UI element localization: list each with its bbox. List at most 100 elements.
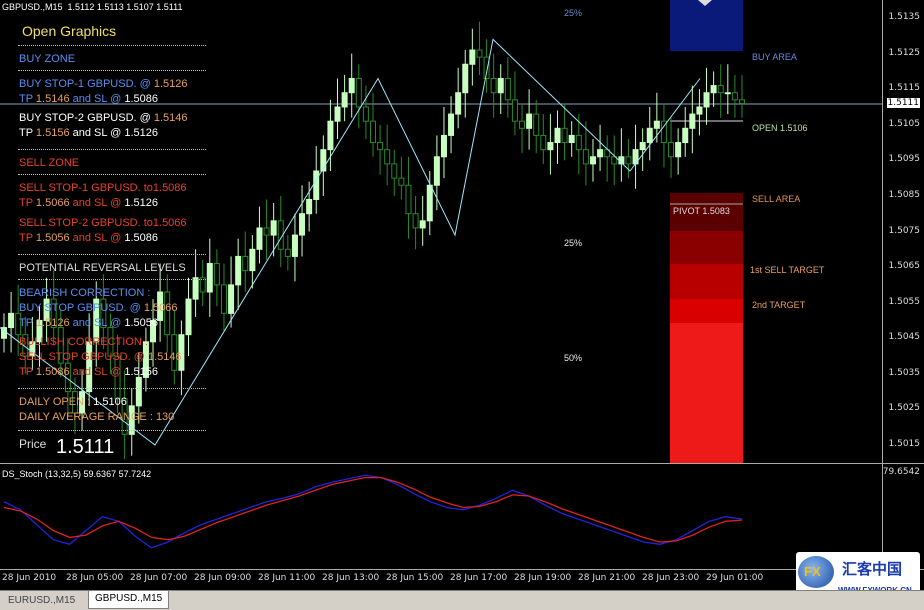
candle-body [327,120,334,151]
candle-body [235,255,242,286]
buy-stop-2-tp-sl: TP 1.5156 and SL @ 1.5126 [19,127,159,139]
candle-body [398,177,405,186]
candle-body [611,156,618,165]
candle-body [213,263,220,286]
info-title: Open Graphics [22,23,117,39]
candle-body [93,298,100,343]
price-tick-label: 1.5111 [886,98,920,109]
bearish-buy-stop: BUY STOP GBPUSD. @ 1.5066 [19,302,178,314]
tab-gbpusd[interactable]: GBPUSD.,M15 [88,591,170,609]
candle-body [36,319,43,343]
ohlc-values: 1.5112 1.5113 1.5107 1.5111 [67,2,183,12]
buy-area-arrow [698,0,712,6]
candle-body [554,127,561,144]
candle-body [561,127,568,144]
candle-body [242,255,249,272]
candle-body [313,170,320,200]
candle-body [306,198,313,215]
candle-body [639,142,646,151]
price-tick-label: 1.5025 [888,403,921,414]
candle-body [100,298,107,329]
time-tick-label: 28 Jun 09:00 [194,573,252,583]
time-tick-label: 28 Jun 15:00 [386,573,444,583]
candle-body [675,142,682,158]
candle-body [575,134,582,151]
sell-zone-label: SELL ZONE [19,157,80,169]
divider [18,279,206,280]
buy-stop-1-tp-sl: TP 1.5146 and SL @ 1.5086 [19,93,159,105]
time-tick-label: 28 Jun 11:00 [258,573,316,583]
candle-body [384,149,391,165]
candle-body [341,92,348,108]
price-tick-label: 1.5075 [888,225,921,236]
first-sell-target-label: 1st SELL TARGET [750,265,825,275]
pivot-label: PIVOT 1.5083 [673,206,730,216]
candle-body [696,106,703,115]
candle-body [114,355,121,400]
reversal-levels-label: POTENTIAL REVERSAL LEVELS [19,262,186,274]
time-tick-label: 28 Jun 07:00 [130,573,188,583]
candle-body [731,92,738,101]
candle-body [79,391,86,414]
candle-body [121,398,128,435]
candle-body [377,142,384,151]
price-chart[interactable] [0,0,882,463]
candle-body [511,99,518,122]
candle-body [142,341,149,378]
candle-body [43,298,50,321]
price-axis-border [882,0,883,569]
stochastic-panel[interactable] [0,465,882,569]
candle-body [682,127,689,144]
candle-body [348,77,355,94]
candle-body [171,334,178,371]
candle-body [710,85,717,94]
divider [18,45,206,46]
bearish-tp-sl: TP 1.5126 and SL @ 1.5056 [19,317,159,329]
time-tick-label: 28 Jun 21:00 [578,573,636,583]
candle-body [469,49,476,65]
candle-body [589,156,596,165]
sell-zone-4 [670,299,743,323]
price-tick-label: 1.5115 [888,83,921,94]
candle-body [703,92,710,108]
candle-body [15,312,22,336]
sell-stop-1-tp-sl: TP 1.5066 and SL @ 1.5126 [19,197,159,209]
candle-body [483,56,490,79]
price-tick-label: 1.5105 [888,118,921,129]
candle-body [270,220,277,236]
candle-body [263,227,270,236]
candle-body [185,298,192,336]
stoch-main-line [3,474,743,549]
open-label: OPEN 1.5106 [752,123,808,133]
sell-zone-5 [670,323,743,463]
candle-body [299,213,306,236]
tab-eurusd[interactable]: EURUSD.,M15 [8,595,76,606]
candle-body [440,134,447,158]
candle-body [519,120,526,129]
stoch-max-label: 79.6542 [882,467,920,477]
watermark-brand: 汇客中国 [842,561,903,578]
sell-stop-1: SELL STOP-1 GBPUSD. to1.5086 [19,182,187,194]
candle-body [533,113,540,136]
sell-zone-3 [670,264,743,299]
candle-body [29,341,36,357]
candle-body [157,291,164,321]
sell-zone-1 [670,193,743,231]
candle-body [582,149,589,165]
candle-body [668,142,675,158]
price-tick-label: 1.5135 [888,12,921,22]
daily-range: DAILY AVERAGE RANGE : 130 [19,411,175,423]
price-tick-label: 1.5085 [888,189,921,200]
candle-body [362,106,369,122]
symbol-title: GBPUSD.,M15 1.5112 1.5113 1.5107 1.5111 [2,2,183,12]
sell-stop-2-tp-sl: TP 1.5056 and SL @ 1.5086 [19,232,159,244]
candle-body [646,127,653,144]
candle-body [220,284,227,314]
buy-stop-2: BUY STOP-2 GBPUSD. @ 1.5146 [19,112,188,124]
candle-body [526,113,533,129]
price-tick-label: 1.5125 [888,47,921,58]
time-tick-label: 29 Jun 01:00 [706,573,764,583]
time-axis-border [0,569,924,570]
divider [18,149,206,150]
divider [18,70,206,71]
